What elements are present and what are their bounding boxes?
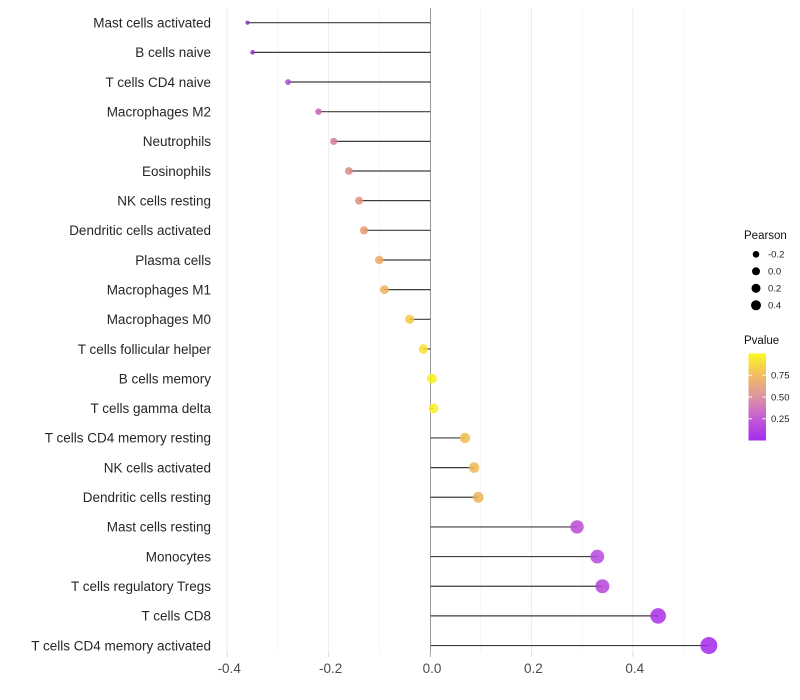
legend-color-title: Pvalue — [744, 335, 779, 347]
colorbar-tick-label: 0.25 — [771, 414, 790, 425]
data-point — [285, 79, 291, 85]
x-axis-tick-label: 0.2 — [524, 661, 543, 676]
legend-size-label: -0.2 — [768, 250, 784, 261]
category-label: Plasma cells — [135, 253, 211, 268]
category-label: Dendritic cells resting — [83, 490, 211, 505]
data-point — [428, 403, 439, 414]
category-label: NK cells resting — [117, 193, 211, 208]
x-axis-tick-label: -0.2 — [319, 661, 342, 676]
data-point — [590, 549, 605, 564]
x-axis-tick-label: -0.4 — [218, 661, 242, 676]
data-point — [700, 637, 718, 655]
colorbar-tick-label: 0.75 — [771, 371, 790, 382]
category-label: T cells CD4 memory resting — [45, 431, 211, 446]
data-point — [427, 373, 437, 384]
legend-size-dot — [751, 283, 761, 293]
legend-size-label: 0.0 — [768, 267, 781, 278]
legend-size-dot — [752, 251, 760, 258]
category-label: Eosinophils — [142, 164, 211, 179]
x-axis-tick-label: 0.0 — [423, 661, 442, 676]
category-label: T cells follicular helper — [78, 342, 212, 357]
data-point — [250, 50, 255, 55]
category-label: Dendritic cells activated — [69, 223, 211, 238]
data-point — [375, 255, 384, 265]
legend-size-dot — [752, 267, 760, 276]
category-label: T cells CD4 naive — [105, 75, 211, 90]
category-label: Macrophages M1 — [107, 282, 211, 297]
data-point — [330, 137, 338, 145]
category-label: T cells CD4 memory activated — [31, 638, 211, 653]
data-point — [459, 432, 471, 444]
category-label: NK cells activated — [104, 460, 211, 475]
category-label: Monocytes — [146, 549, 212, 564]
data-point — [359, 226, 369, 235]
category-label: Mast cells activated — [93, 16, 211, 31]
category-label: B cells memory — [119, 371, 212, 386]
category-label: T cells regulatory Tregs — [71, 579, 211, 594]
x-axis-tick-label: 0.4 — [625, 661, 644, 676]
category-label: T cells gamma delta — [90, 401, 211, 416]
colorbar-tick-label: 0.50 — [771, 392, 790, 403]
pvalue-colorbar — [748, 353, 766, 441]
category-label: B cells naive — [135, 45, 211, 60]
category-label: Macrophages M2 — [107, 104, 211, 119]
data-point — [472, 491, 484, 503]
data-point — [245, 20, 250, 25]
category-label: Mast cells resting — [107, 520, 211, 535]
data-point — [315, 108, 322, 115]
legend-size-label: 0.2 — [768, 284, 781, 295]
data-point — [570, 520, 584, 534]
data-point — [595, 579, 610, 594]
legend-size-label: 0.4 — [768, 301, 781, 312]
category-label: Macrophages M0 — [107, 312, 211, 327]
data-point — [650, 608, 666, 624]
legend-size-title: Pearson — [744, 230, 787, 242]
data-point — [355, 196, 364, 205]
data-point — [418, 344, 429, 354]
data-point — [379, 285, 389, 295]
data-point — [468, 462, 480, 473]
data-point — [344, 167, 353, 175]
category-label: Neutrophils — [143, 134, 212, 149]
category-label: T cells CD8 — [141, 609, 211, 624]
data-point — [405, 314, 415, 324]
legend-size-dot — [751, 300, 761, 311]
